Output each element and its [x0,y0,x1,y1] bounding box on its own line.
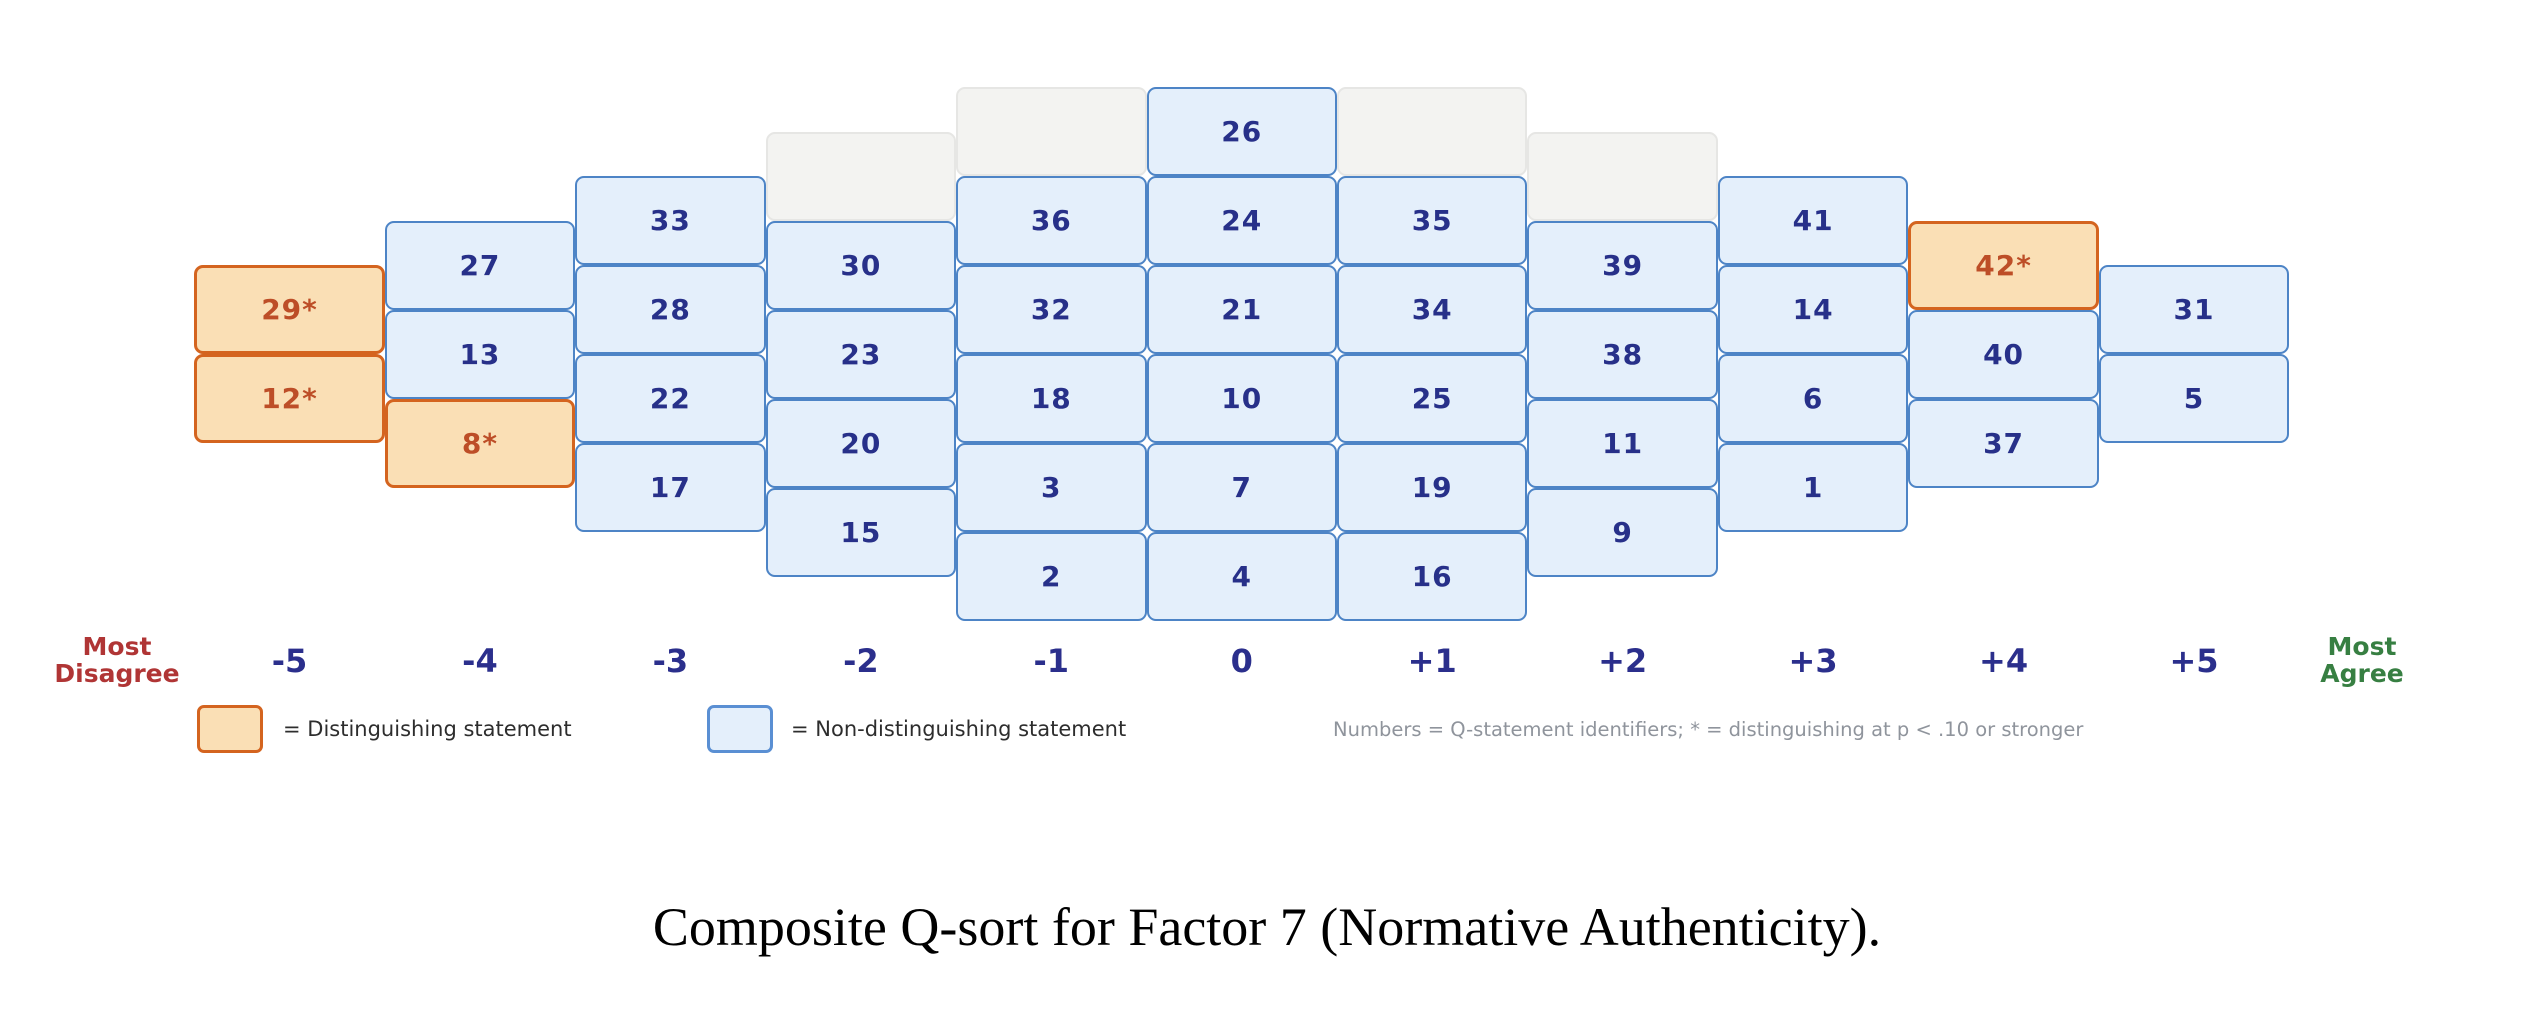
most-disagree-label: Most Disagree [22,633,212,687]
qsort-cell-10: 10 [1146,354,1337,443]
qsort-cell-18: 18 [956,354,1147,443]
qsort-cell-41: 41 [1717,176,1909,265]
qsort-column--1: 36 32 18 3 2 [956,87,1147,621]
qsort-cell-31: 31 [2098,265,2290,354]
qsort-cell-9: 9 [1527,487,1718,577]
qsort-cell-29-star: 29* [194,265,385,354]
qsort-cell-40: 40 [1908,309,2099,399]
qsort-cell-3: 3 [956,443,1147,532]
qsort-cell-12-star: 12* [194,354,385,443]
qsort-cell-14: 14 [1717,265,1909,354]
empty-slot [1527,131,1718,221]
qsort-cell-28: 28 [575,265,766,354]
axis-tick--3: -3 [652,642,689,680]
qsort-cell-6: 6 [1717,354,1909,443]
qsort-cell-33: 33 [575,176,766,265]
qsort-cell-37: 37 [1908,398,2099,488]
empty-slot [1336,87,1528,176]
qsort-cell-8-star: 8* [384,398,576,488]
axis-tick--4: -4 [462,642,498,680]
qsort-cell-20: 20 [765,398,957,488]
qsort-cell-23: 23 [765,309,957,399]
qsort-cell-42-star: 42* [1908,220,2099,310]
qsort-cell-11: 11 [1527,398,1718,488]
qsort-cell-24: 24 [1146,176,1337,265]
qsort-cell-36: 36 [956,176,1147,265]
qsort-column--4: 27 13 8* [384,220,576,488]
qsort-column-+3: 41 14 6 1 [1717,176,1909,532]
qsort-cell-16: 16 [1336,532,1528,621]
empty-slot [765,131,957,221]
qsort-column-+2: 39 38 11 9 [1527,131,1718,577]
axis-tick-0: 0 [1230,642,1253,680]
qsort-column--5: 29* 12* [194,265,385,443]
qsort-board: 29* 12* 27 13 8* 33 28 22 17 30 23 20 15 36 32 18 3 2 26 24… [194,87,2290,621]
legend-distinguishing-label: = Distinguishing statement [283,717,572,741]
qsort-cell-34: 34 [1336,265,1528,354]
qsort-column--2: 30 23 20 15 [765,131,957,577]
qsort-cell-26: 26 [1146,87,1337,176]
qsort-cell-4: 4 [1146,532,1337,621]
axis-tick--2: -2 [843,642,879,680]
most-disagree-line2: Disagree [54,659,180,688]
axis-tick-+5: +5 [2169,642,2219,680]
legend-non-distinguishing-label: = Non-distinguishing statement [791,717,1127,741]
qsort-cell-2: 2 [956,532,1147,621]
qsort-cell-27: 27 [384,220,576,310]
qsort-cell-19: 19 [1336,443,1528,532]
axis-tick--1: -1 [1033,642,1070,680]
legend-distinguishing: = Distinguishing statement [197,705,572,753]
legend-note: Numbers = Q-statement identifiers; * = d… [1333,717,2084,741]
most-agree-line2: Agree [2320,659,2404,688]
qsort-cell-1: 1 [1717,443,1909,532]
legend-non-distinguishing: = Non-distinguishing statement [707,705,1126,753]
qsort-cell-39: 39 [1527,220,1718,310]
figure-caption: Composite Q-sort for Factor 7 (Normative… [652,897,1882,957]
axis-tick-+3: +3 [1788,642,1838,680]
qsort-cell-30: 30 [765,220,957,310]
qsort-column-0: 26 24 21 10 7 4 [1146,87,1337,621]
distinguishing-swatch-icon [197,705,263,753]
axis-tick-+4: +4 [1979,642,2029,680]
empty-slot [956,87,1147,176]
qsort-column-+4: 42* 40 37 [1908,220,2099,488]
qsort-column-+5: 31 5 [2098,265,2290,443]
most-agree-label: Most Agree [2267,633,2457,687]
qsort-cell-32: 32 [956,265,1147,354]
axis-tick-+1: +1 [1407,642,1457,680]
most-agree-line1: Most [2327,632,2397,661]
qsort-cell-7: 7 [1146,443,1337,532]
qsort-column--3: 33 28 22 17 [575,176,766,532]
qsort-cell-15: 15 [765,487,957,577]
qsort-cell-13: 13 [384,309,576,399]
qsort-cell-22: 22 [575,354,766,443]
qsort-cell-17: 17 [575,443,766,532]
most-disagree-line1: Most [82,632,152,661]
qsort-cell-25: 25 [1336,354,1528,443]
qsort-cell-5: 5 [2098,354,2290,443]
non-distinguishing-swatch-icon [707,705,773,753]
axis-tick--5: -5 [271,642,308,680]
qsort-column-+1: 35 34 25 19 16 [1336,87,1528,621]
qsort-cell-35: 35 [1336,176,1528,265]
qsort-cell-38: 38 [1527,309,1718,399]
qsort-cell-21: 21 [1146,265,1337,354]
axis-tick-+2: +2 [1598,642,1648,680]
